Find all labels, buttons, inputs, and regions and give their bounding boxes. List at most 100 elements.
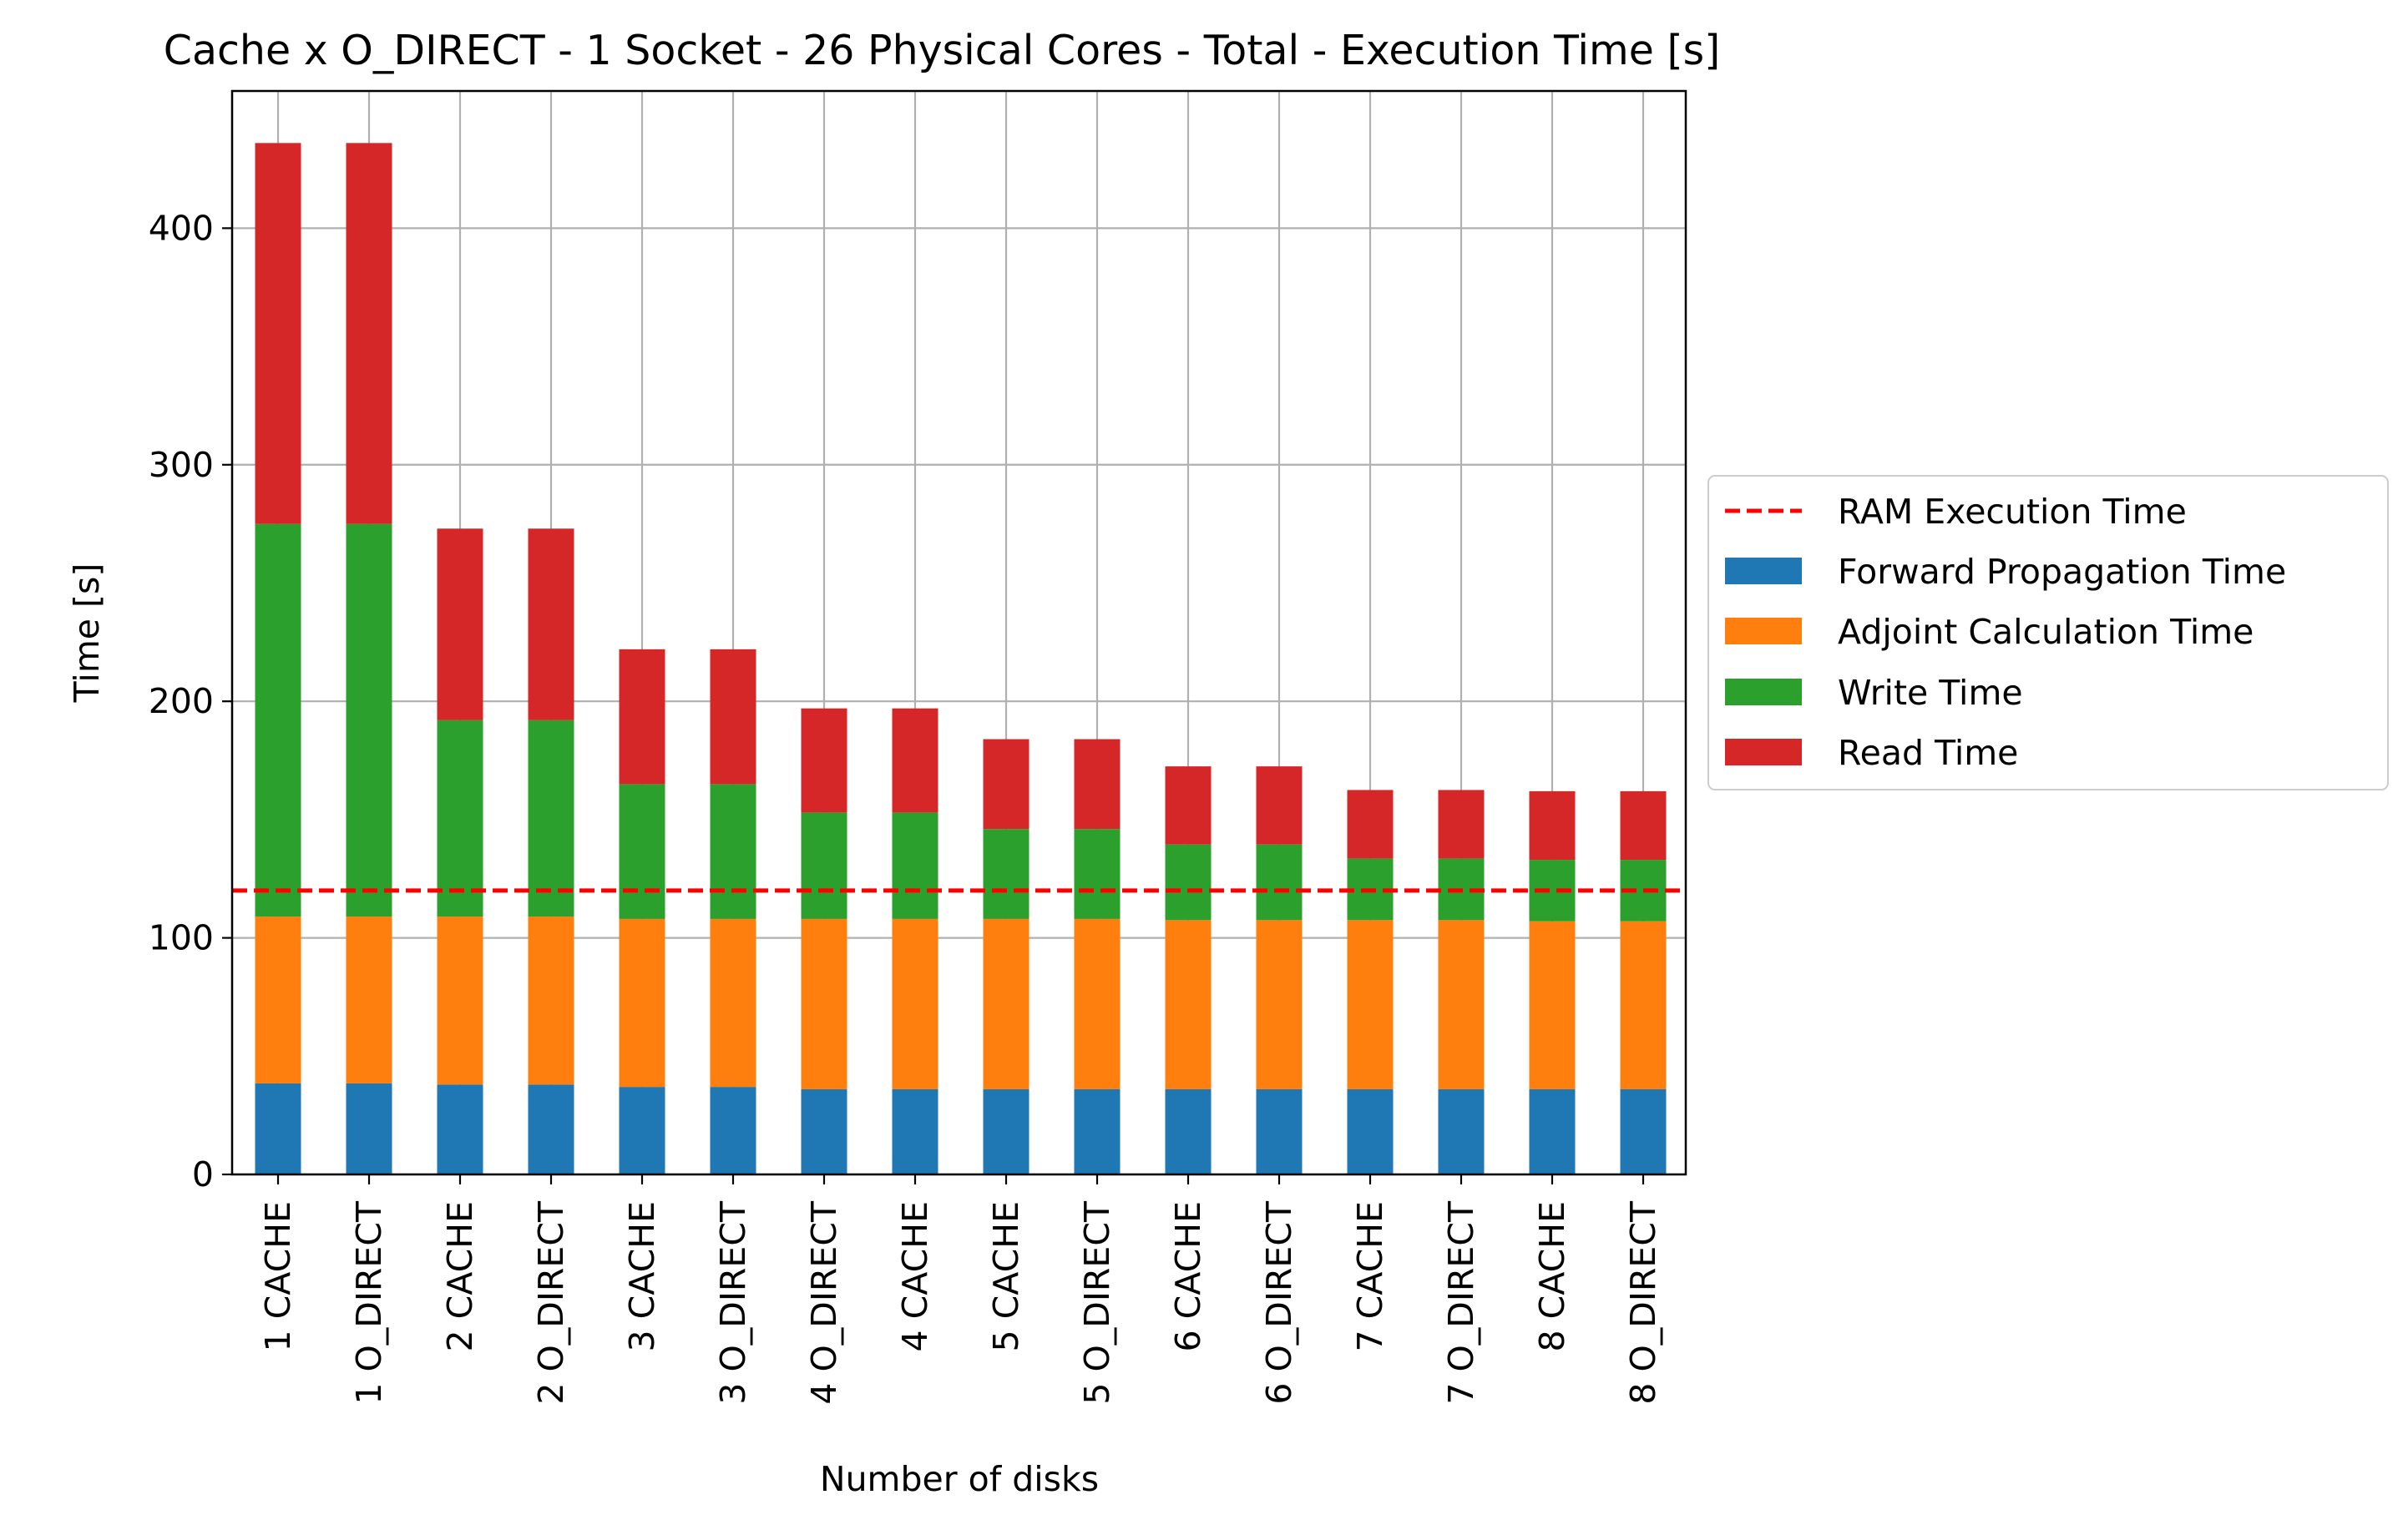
y-tick-label: 400: [149, 208, 214, 248]
legend-frame: [1707, 475, 2389, 790]
bar-segment-forward-propagation-time: [892, 1088, 938, 1174]
x-tick-label: 5 CACHE: [986, 1201, 1026, 1351]
bar-segment-read-time: [1256, 766, 1303, 845]
bar-segment-adjoint-calculation-time: [710, 918, 756, 1088]
x-tick-label: 1 CACHE: [258, 1201, 298, 1351]
bar-segment-forward-propagation-time: [1620, 1088, 1667, 1174]
x-tick-label: 6 CACHE: [1168, 1201, 1208, 1351]
bar-segment-read-time: [528, 528, 574, 720]
bar-segment-adjoint-calculation-time: [619, 918, 665, 1088]
x-tick-label: 2 O_DIRECT: [531, 1200, 571, 1405]
bar-segment-adjoint-calculation-time: [1529, 921, 1576, 1089]
legend-label: Adjoint Calculation Time: [1838, 612, 2254, 652]
legend-swatch: [1725, 739, 1802, 765]
x-axis-label: Number of disks: [820, 1459, 1099, 1499]
bar-segment-read-time: [1620, 790, 1667, 861]
x-tick-label: 1 O_DIRECT: [349, 1200, 389, 1405]
bar-segment-forward-propagation-time: [983, 1088, 1029, 1174]
y-tick-label: 300: [149, 445, 214, 485]
bar-segment-read-time: [710, 649, 756, 785]
bar-segment-read-time: [1529, 790, 1576, 861]
bar-segment-forward-propagation-time: [619, 1087, 665, 1174]
bar-segment-forward-propagation-time: [1347, 1088, 1394, 1174]
x-tick-label: 8 O_DIRECT: [1623, 1200, 1663, 1405]
legend-entries: RAM Execution Time Forward Propagation Ti…: [1725, 492, 2286, 773]
bar-segment-read-time: [255, 143, 301, 524]
legend-swatch: [1725, 679, 1802, 705]
chart-title: Cache x O_DIRECT - 1 Socket - 26 Physica…: [164, 27, 1721, 74]
bar-segment-forward-propagation-time: [1529, 1088, 1576, 1174]
bar-segment-adjoint-calculation-time: [255, 917, 301, 1083]
bar-segment-forward-propagation-time: [801, 1088, 847, 1174]
x-tick-label: 7 O_DIRECT: [1441, 1200, 1481, 1405]
x-tick-label: 5 O_DIRECT: [1077, 1200, 1117, 1405]
bar-segment-read-time: [437, 528, 483, 720]
bar-segment-forward-propagation-time: [437, 1084, 483, 1174]
legend: RAM Execution Time Forward Propagation Ti…: [1707, 475, 2389, 790]
y-tick-label: 100: [149, 918, 214, 958]
legend-label: RAM Execution Time: [1838, 492, 2187, 532]
bar-segment-forward-propagation-time: [528, 1084, 574, 1174]
bar-segment-write-time: [255, 523, 301, 917]
bars: [255, 143, 1667, 1174]
bar-segment-read-time: [983, 739, 1029, 830]
bar-segment-adjoint-calculation-time: [1165, 920, 1212, 1089]
x-tick-label: 3 O_DIRECT: [713, 1200, 753, 1405]
bar-segment-forward-propagation-time: [1256, 1088, 1303, 1174]
x-tick-label: 8 CACHE: [1532, 1201, 1572, 1351]
x-tick-label: 4 O_DIRECT: [804, 1200, 844, 1405]
bar-segment-write-time: [983, 829, 1029, 919]
legend-swatch: [1725, 558, 1802, 584]
plot-frame: [230, 89, 1687, 1176]
bar-segment-write-time: [801, 812, 847, 919]
y-axis-label: Time [s]: [67, 563, 107, 704]
bar-segment-read-time: [1165, 766, 1212, 845]
bar-segment-forward-propagation-time: [346, 1083, 392, 1174]
legend-label: Forward Propagation Time: [1838, 552, 2286, 592]
bar-segment-forward-propagation-time: [255, 1083, 301, 1174]
y-tick-label: 200: [149, 681, 214, 721]
bar-segment-read-time: [619, 649, 665, 785]
bar-segment-write-time: [710, 784, 756, 919]
legend-label: Write Time: [1838, 673, 2023, 713]
bar-segment-read-time: [892, 708, 938, 813]
bar-segment-adjoint-calculation-time: [1256, 920, 1303, 1089]
bar-segment-adjoint-calculation-time: [1074, 918, 1121, 1089]
bar-segment-adjoint-calculation-time: [346, 917, 392, 1083]
x-axis-ticks: 1 CACHE 1 O_DIRECT 2 CACHE 2 O_DIRECT 3 CACH…: [258, 1174, 1663, 1405]
bar-segment-adjoint-calculation-time: [528, 917, 574, 1085]
bar-segment-adjoint-calculation-time: [1438, 920, 1485, 1089]
bar-segment-adjoint-calculation-time: [1620, 921, 1667, 1089]
bar-segment-forward-propagation-time: [1438, 1088, 1485, 1174]
bar-segment-read-time: [346, 143, 392, 524]
bar-segment-write-time: [1256, 844, 1303, 921]
bar-segment-forward-propagation-time: [1074, 1088, 1121, 1174]
legend-label: Read Time: [1838, 733, 2018, 773]
x-tick-label: 4 CACHE: [895, 1201, 935, 1351]
bar-segment-write-time: [892, 812, 938, 919]
bar-segment-write-time: [1074, 829, 1121, 919]
bar-segment-forward-propagation-time: [710, 1087, 756, 1174]
bar-segment-read-time: [801, 708, 847, 813]
bar-segment-read-time: [1347, 790, 1394, 859]
bar-segment-write-time: [528, 720, 574, 917]
bar-segment-adjoint-calculation-time: [1347, 920, 1394, 1089]
bar-segment-write-time: [1165, 844, 1212, 921]
x-tick-label: 2 CACHE: [440, 1201, 480, 1351]
bar-segment-read-time: [1438, 790, 1485, 859]
bar-segment-write-time: [437, 720, 483, 917]
bar-segment-write-time: [619, 784, 665, 919]
y-tick-label: 0: [192, 1154, 214, 1194]
x-tick-label: 6 O_DIRECT: [1259, 1200, 1299, 1405]
legend-swatch: [1725, 618, 1802, 644]
x-tick-label: 7 CACHE: [1350, 1201, 1390, 1351]
bar-segment-write-time: [346, 523, 392, 917]
bar-segment-adjoint-calculation-time: [983, 918, 1029, 1089]
bar-segment-adjoint-calculation-time: [892, 918, 938, 1089]
bar-segment-read-time: [1074, 739, 1121, 830]
bar-segment-forward-propagation-time: [1165, 1088, 1212, 1174]
y-axis-ticks: 0 100 200 300 400: [149, 208, 232, 1194]
bar-segment-adjoint-calculation-time: [437, 917, 483, 1085]
x-tick-label: 3 CACHE: [622, 1201, 662, 1351]
